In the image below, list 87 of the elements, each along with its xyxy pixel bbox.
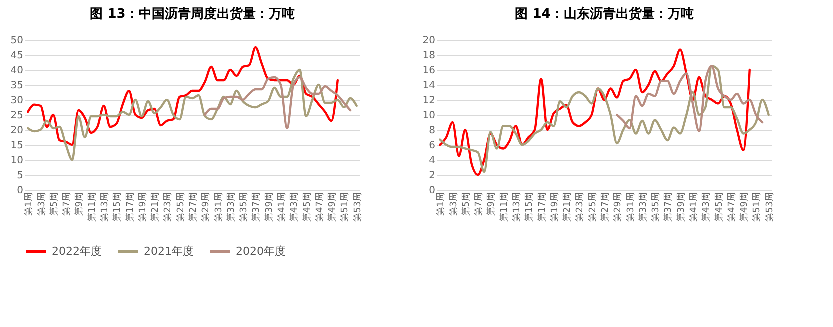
y-tick-label: 15 xyxy=(10,140,24,152)
x-tick-label: 第51周 xyxy=(752,192,763,222)
x-tick-label: 第41周 xyxy=(688,192,700,222)
x-tick-label: 第9周 xyxy=(74,192,86,216)
y-tick-label: 50 xyxy=(10,36,24,46)
x-tick-label: 第31周 xyxy=(213,192,224,222)
x-tick-label: 第21周 xyxy=(150,192,162,222)
y-tick-label: 10 xyxy=(422,110,436,122)
y-tick-label: 20 xyxy=(422,36,436,46)
legend-label: 2020年度 xyxy=(236,244,286,258)
x-tick-label: 第37周 xyxy=(251,192,262,222)
x-tick-label: 第5周 xyxy=(48,192,60,216)
y-tick-label: 20 xyxy=(10,126,24,136)
x-tick-label: 第45周 xyxy=(714,192,725,222)
x-tick-label: 第43周 xyxy=(289,192,300,222)
x-tick-label: 第11周 xyxy=(498,192,510,222)
x-tick-label: 第3周 xyxy=(448,192,460,216)
y-tick-label: 45 xyxy=(10,50,24,62)
x-tick-label: 第3周 xyxy=(36,192,48,216)
legend-label: 2021年度 xyxy=(144,244,194,258)
x-tick-label: 第25周 xyxy=(587,192,598,222)
chart-title: 图 14：山东沥青出货量：万吨 xyxy=(515,6,694,22)
y-tick-label: 35 xyxy=(10,80,24,92)
y-tick-label: 30 xyxy=(10,96,24,106)
y-tick-label: 2 xyxy=(429,170,436,182)
x-tick-label: 第45周 xyxy=(302,192,313,222)
x-tick-label: 第33周 xyxy=(638,192,649,222)
y-tick-label: 12 xyxy=(422,96,436,106)
x-tick-label: 第21周 xyxy=(562,192,574,222)
y-tick-label: 8 xyxy=(429,126,436,136)
y-tick-label: 0 xyxy=(429,186,436,196)
line-series xyxy=(439,48,751,176)
y-tick-label: 6 xyxy=(429,140,436,152)
x-tick-label: 第1周 xyxy=(436,192,447,216)
x-tick-label: 第17周 xyxy=(536,192,548,222)
x-tick-label: 第27周 xyxy=(188,192,199,222)
line-series xyxy=(616,65,764,133)
x-tick-label: 第15周 xyxy=(524,192,536,222)
line-series xyxy=(204,76,352,130)
x-tick-label: 第35周 xyxy=(238,192,250,222)
line-series xyxy=(27,46,339,146)
x-tick-label: 第1周 xyxy=(24,192,35,216)
x-tick-label: 第47周 xyxy=(314,192,326,222)
line-series xyxy=(439,65,770,174)
x-tick-label: 第19周 xyxy=(549,192,560,222)
line-series xyxy=(27,68,358,162)
x-tick-label: 第15周 xyxy=(112,192,124,222)
x-tick-label: 第25周 xyxy=(175,192,186,222)
x-tick-label: 第19周 xyxy=(137,192,148,222)
x-tick-label: 第7周 xyxy=(62,192,73,216)
x-tick-label: 第53周 xyxy=(764,192,776,222)
y-tick-label: 0 xyxy=(17,186,24,196)
x-tick-label: 第9周 xyxy=(486,192,498,216)
x-tick-label: 第29周 xyxy=(612,192,624,222)
x-tick-label: 第13周 xyxy=(512,192,523,222)
x-tick-label: 第51周 xyxy=(340,192,351,222)
y-tick-label: 40 xyxy=(10,66,24,76)
x-tick-label: 第23周 xyxy=(574,192,586,222)
x-tick-label: 第27周 xyxy=(600,192,611,222)
x-tick-label: 第31周 xyxy=(625,192,636,222)
x-tick-label: 第29周 xyxy=(200,192,212,222)
x-tick-label: 第49周 xyxy=(327,192,338,222)
y-tick-label: 5 xyxy=(17,170,24,182)
x-tick-label: 第35周 xyxy=(650,192,662,222)
y-tick-label: 4 xyxy=(429,156,436,166)
x-tick-label: 第47周 xyxy=(726,192,738,222)
y-tick-label: 16 xyxy=(422,66,436,76)
y-tick-label: 18 xyxy=(422,50,436,62)
x-tick-label: 第43周 xyxy=(701,192,712,222)
chart-title: 图 13：中国沥青周度出货量：万吨 xyxy=(90,6,295,22)
x-tick-label: 第37周 xyxy=(663,192,674,222)
x-tick-label: 第5周 xyxy=(460,192,472,216)
y-tick-label: 14 xyxy=(422,80,436,92)
x-tick-label: 第41周 xyxy=(276,192,288,222)
legend-label: 2022年度 xyxy=(52,244,102,258)
y-tick-label: 25 xyxy=(10,110,24,122)
x-tick-label: 第23周 xyxy=(162,192,174,222)
x-tick-label: 第53周 xyxy=(352,192,364,222)
x-tick-label: 第11周 xyxy=(86,192,98,222)
x-tick-label: 第33周 xyxy=(226,192,237,222)
x-tick-label: 第39周 xyxy=(676,192,687,222)
x-tick-label: 第13周 xyxy=(100,192,111,222)
x-tick-label: 第49周 xyxy=(739,192,750,222)
y-tick-label: 10 xyxy=(10,156,24,166)
x-tick-label: 第7周 xyxy=(474,192,485,216)
x-tick-label: 第39周 xyxy=(264,192,275,222)
x-tick-label: 第17周 xyxy=(124,192,136,222)
